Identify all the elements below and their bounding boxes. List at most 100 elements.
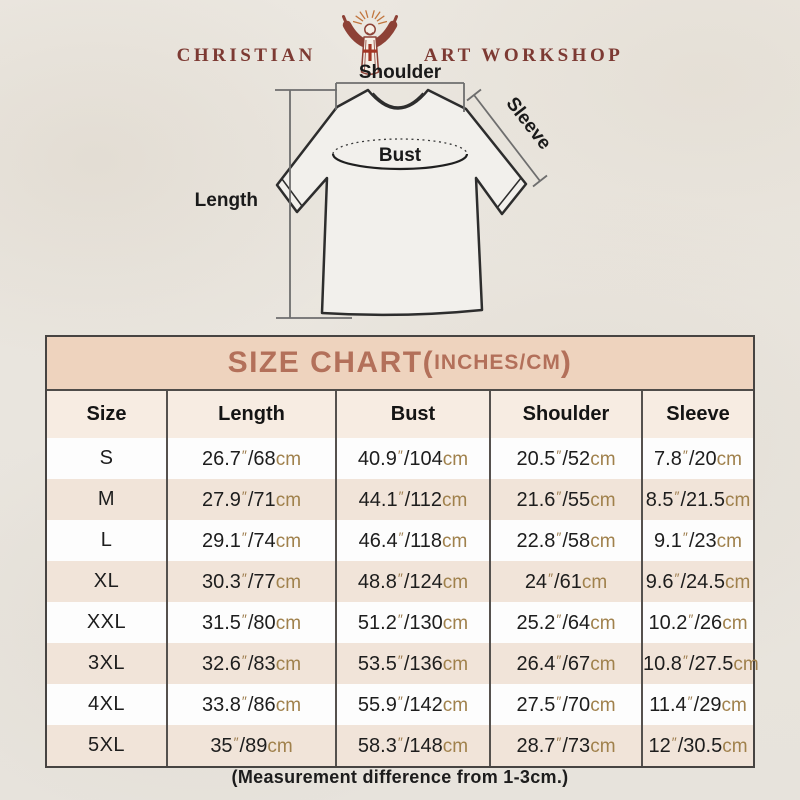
value-unit: cm <box>275 448 302 470</box>
measurement-cell: 35″/89cm <box>166 725 336 766</box>
value-number: 26.4 <box>516 652 556 675</box>
value-number: /74 <box>247 529 276 552</box>
measurement-cell: 10.2″/26cm <box>641 602 753 643</box>
measurement-cell: 10.8″/27.5cm <box>641 643 759 684</box>
value-unit: ″ <box>241 651 247 668</box>
sleeve-label: Sleeve <box>502 93 556 153</box>
value-unit: ″ <box>548 569 554 586</box>
value-number: /52 <box>562 447 591 470</box>
value-unit: ″ <box>233 733 239 750</box>
measurement-cell: 28.7″/73cm <box>489 725 642 766</box>
value-number: 25.2 <box>516 611 556 634</box>
halo-rays <box>352 10 387 25</box>
size-row-XL: XL 30.3″/77cm 48.8″/124cm 24″/61cm 9.6″/24.5… <box>47 561 753 602</box>
value-number: 9.6 <box>645 570 674 593</box>
measurement-lines <box>275 82 548 319</box>
size-row-S: S 26.7″/68cm 40.9″/104cm 20.5″/52cm 7.8″/20c… <box>47 438 753 479</box>
size-label: XL <box>93 570 120 592</box>
value-unit: ″ <box>398 528 404 545</box>
value-unit: cm <box>721 694 747 716</box>
beard <box>366 32 374 35</box>
value-number: /104 <box>403 447 443 470</box>
value-unit: cm <box>275 612 302 634</box>
header-row: Size Length Bust Shoulder Sleeve <box>47 391 753 438</box>
measurement-cell: 27.9″/71cm <box>166 479 336 520</box>
value-unit: cm <box>275 571 302 593</box>
head <box>363 23 376 36</box>
size-chart-title: SIZE CHART( <box>227 346 435 379</box>
value-unit: ″ <box>397 610 403 627</box>
value-number: /68 <box>247 447 276 470</box>
measurement-cell: 53.5″/136cm <box>335 643 490 684</box>
value-number: /89 <box>239 734 268 757</box>
value-unit: cm <box>581 571 608 593</box>
value-unit: cm <box>724 571 751 593</box>
cuff-seams <box>281 177 522 209</box>
size-row-4XL: 4XL 33.8″/86cm 55.9″/142cm 27.5″/70cm 11.4″/… <box>47 684 753 725</box>
value-unit: cm <box>590 653 616 675</box>
value-number: 10.8 <box>643 652 682 675</box>
value-number: 30.3 <box>201 570 241 593</box>
value-unit: cm <box>442 530 468 552</box>
cross-horizontal <box>362 49 377 53</box>
value-unit: ″ <box>556 446 562 463</box>
value-unit: cm <box>590 489 616 511</box>
value-number: 27.5 <box>516 693 556 716</box>
value-number: 44.1 <box>358 488 398 511</box>
value-unit: cm <box>722 612 748 634</box>
measurement-cell: 51.2″/130cm <box>335 602 490 643</box>
size-chart-title-close: ) <box>560 346 573 379</box>
length-label: Length <box>195 190 258 211</box>
value-number: 58.3 <box>357 734 397 757</box>
size-chart: SIZE CHART(INCHES/CM) Size Length Bust S… <box>45 335 759 768</box>
value-number: 48.8 <box>357 570 397 593</box>
value-unit: ″ <box>556 610 562 627</box>
tshirt-outline <box>275 88 528 317</box>
value-number: 10.2 <box>648 611 688 634</box>
value-unit: cm <box>733 653 759 675</box>
value-unit: cm <box>267 735 293 757</box>
value-number: /24.5 <box>680 570 725 593</box>
value-unit: ″ <box>688 610 694 627</box>
value-number: /61 <box>554 570 582 593</box>
measurement-cell: 25.2″/64cm <box>489 602 642 643</box>
measurement-cell: 22.8″/58cm <box>489 520 642 561</box>
measurement-cell: 30.3″/77cm <box>166 561 336 602</box>
value-number: 12 <box>648 734 671 757</box>
value-number: /29 <box>693 693 722 716</box>
bust-label: Bust <box>379 145 422 166</box>
value-number: 20.5 <box>516 447 556 470</box>
measurement-cell: 27.5″/70cm <box>489 684 642 725</box>
value-number: /112 <box>404 488 443 511</box>
value-number: /21.5 <box>680 488 725 511</box>
value-number: 33.8 <box>201 693 241 716</box>
value-unit: ″ <box>241 446 247 463</box>
value-number: 22.8 <box>516 529 556 552</box>
value-number: /86 <box>247 693 276 716</box>
value-unit: ″ <box>674 487 680 504</box>
value-unit: ″ <box>241 692 247 709</box>
measurement-cell: 24″/61cm <box>489 561 642 602</box>
value-unit: cm <box>722 735 748 757</box>
measurement-cell: 8.5″/21.5cm <box>641 479 753 520</box>
measurement-cell: 32.6″/83cm <box>166 643 336 684</box>
value-unit: ″ <box>398 487 404 504</box>
value-number: /73 <box>562 734 591 757</box>
value-number: 55.9 <box>357 693 397 716</box>
value-unit: cm <box>442 489 468 511</box>
collar-inner-line <box>372 92 424 108</box>
value-number: /142 <box>403 693 443 716</box>
value-unit: cm <box>716 448 742 470</box>
value-unit: ″ <box>682 528 688 545</box>
value-unit: ″ <box>687 692 693 709</box>
value-number: /26 <box>694 611 723 634</box>
value-number: /130 <box>403 611 443 634</box>
measurement-cell: 21.6″/55cm <box>489 479 642 520</box>
length-ticks <box>275 89 352 319</box>
value-number: 21.6 <box>516 488 556 511</box>
measurement-cell: 26.4″/67cm <box>489 643 642 684</box>
value-unit: ″ <box>397 692 403 709</box>
value-number: /58 <box>562 529 591 552</box>
size-table-header: Size Length Bust Shoulder Sleeve <box>47 391 753 438</box>
size-label: 5XL <box>87 734 126 756</box>
